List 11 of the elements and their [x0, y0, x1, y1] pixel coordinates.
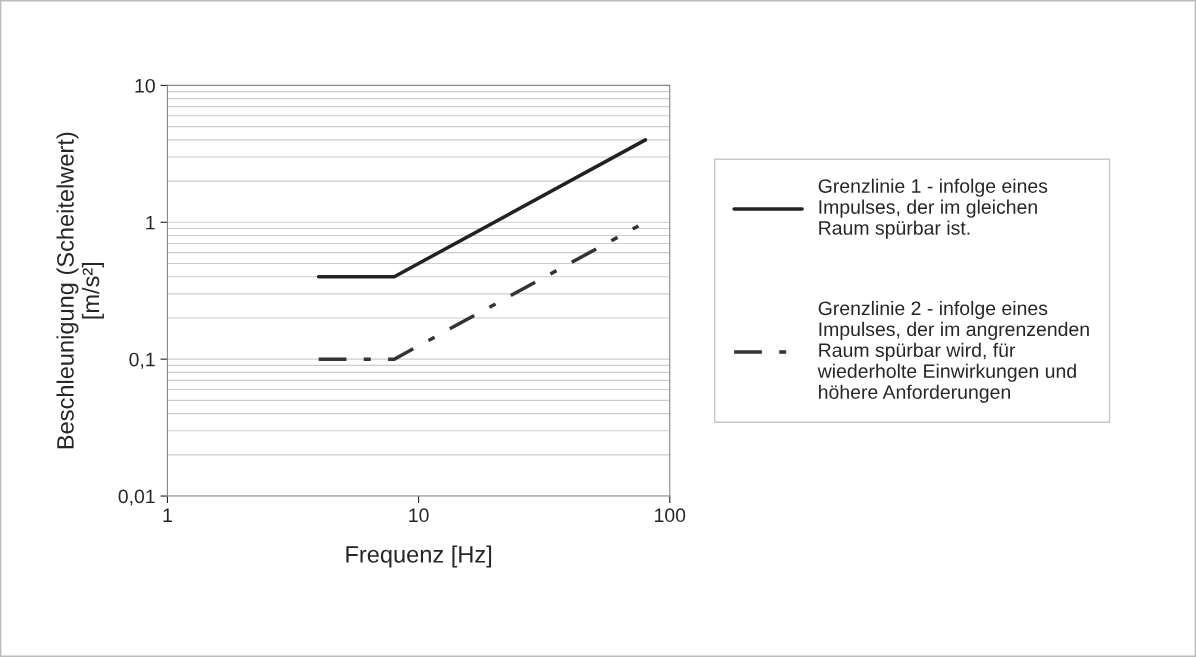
- y-tick-label: 1: [146, 215, 155, 230]
- y-tick-label: 10: [135, 78, 155, 93]
- y-tick-label: 0,1: [129, 352, 155, 369]
- y-tick-label: 0,01: [118, 489, 155, 506]
- x-tick-label: 1: [163, 508, 172, 522]
- x-axis-title: Frequenz [Hz]: [346, 545, 492, 568]
- x-tick-label: 100: [655, 508, 686, 523]
- y-axis-title: Beschleunigung (Scheitelwert) [m/s²]: [56, 132, 104, 449]
- legend-label: Grenzlinie 2 - infolge eines Impulses, der im angrenzenden Raum spürbar wird, für wiederholte Einwirkungen und höhere Anforderungen: [817, 300, 1089, 403]
- legend-label: Grenzlinie 1 - infolge eines Impulses, der im gleichen Raum spürbar ist.: [818, 178, 1048, 239]
- x-tick-label: 10: [409, 508, 429, 523]
